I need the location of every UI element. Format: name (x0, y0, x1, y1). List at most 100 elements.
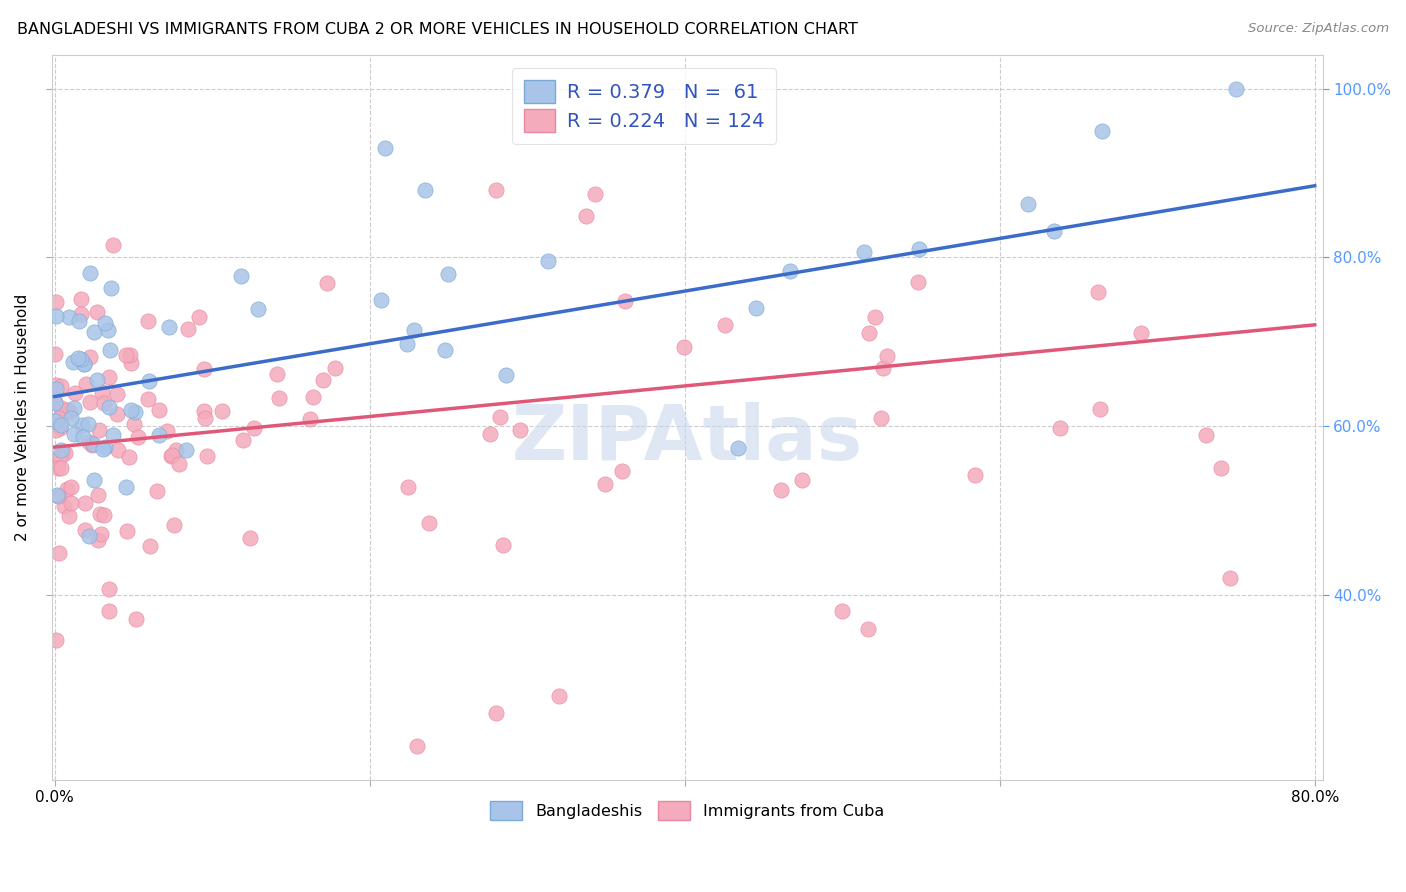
Point (299, 412, 322, 426)
Point (89, 527, 111, 541)
Point (87, 423, 110, 437)
Point (75, 523, 97, 537)
Point (176, 322, 198, 336)
Point (67, 313, 90, 327)
Point (1195, 428, 1218, 442)
Point (1088, 402, 1111, 417)
Point (1049, 421, 1071, 435)
Point (58, 508, 80, 523)
Point (790, 473, 813, 487)
Point (60, 410, 83, 425)
Point (125, 612, 148, 626)
Point (858, 326, 880, 341)
Point (370, 293, 392, 307)
Point (402, 322, 425, 336)
Point (45, 382, 67, 396)
Point (169, 457, 191, 471)
Point (91, 442, 114, 457)
Point (858, 622, 880, 636)
Point (90, 384, 112, 399)
Point (51, 461, 73, 475)
Point (83, 326, 105, 340)
Point (86, 304, 108, 318)
Point (94, 441, 117, 455)
Y-axis label: 2 or more Vehicles in Household: 2 or more Vehicles in Household (15, 294, 30, 541)
Point (312, 373, 335, 387)
Point (58, 310, 80, 325)
Point (876, 349, 898, 363)
Point (770, 483, 793, 497)
Point (165, 442, 187, 457)
Point (478, 427, 501, 442)
Point (93, 508, 115, 522)
Point (62, 401, 84, 415)
Point (70, 417, 93, 432)
Point (159, 449, 181, 463)
Point (98, 400, 121, 414)
Point (45, 295, 67, 310)
Point (870, 411, 893, 425)
Point (138, 540, 160, 554)
Point (72, 430, 94, 444)
Point (325, 360, 347, 375)
Point (45, 309, 67, 323)
Point (157, 319, 180, 334)
Point (105, 408, 128, 422)
Point (103, 238, 125, 252)
Point (115, 480, 138, 494)
Point (75, 376, 97, 391)
Point (194, 410, 217, 425)
Point (49, 401, 72, 416)
Point (59, 496, 82, 510)
Point (86, 373, 108, 387)
Point (727, 441, 749, 455)
Point (1017, 196, 1039, 211)
Point (908, 242, 931, 256)
Point (118, 450, 141, 464)
Point (489, 410, 512, 425)
Point (713, 318, 735, 333)
Point (195, 450, 218, 464)
Point (1219, 570, 1241, 584)
Point (396, 336, 419, 351)
Point (509, 423, 531, 437)
Point (491, 538, 513, 552)
Point (66, 351, 89, 365)
Point (48, 417, 70, 431)
Point (485, 183, 508, 197)
Point (436, 267, 458, 281)
Point (672, 340, 695, 354)
Point (120, 403, 142, 417)
Point (124, 405, 146, 419)
Point (115, 524, 138, 539)
Point (69, 307, 91, 321)
Point (49, 442, 72, 457)
Point (232, 434, 254, 448)
Point (413, 183, 436, 197)
Point (105, 386, 128, 401)
Point (98, 343, 121, 357)
Point (174, 442, 197, 457)
Point (1087, 285, 1109, 299)
Point (267, 391, 290, 405)
Text: Source: ZipAtlas.com: Source: ZipAtlas.com (1249, 22, 1389, 36)
Point (98, 370, 121, 384)
Point (863, 310, 886, 324)
Point (614, 293, 637, 308)
Point (82, 438, 104, 452)
Point (44, 451, 66, 466)
Point (45, 632, 67, 647)
Point (107, 442, 129, 457)
Point (70, 292, 93, 306)
Point (52, 445, 75, 459)
Point (101, 427, 124, 442)
Point (162, 449, 184, 463)
Point (831, 604, 853, 618)
Point (1225, 82, 1247, 96)
Point (433, 343, 456, 358)
Point (965, 468, 987, 483)
Point (575, 210, 598, 224)
Point (155, 424, 177, 438)
Point (72, 357, 94, 371)
Point (59, 479, 82, 493)
